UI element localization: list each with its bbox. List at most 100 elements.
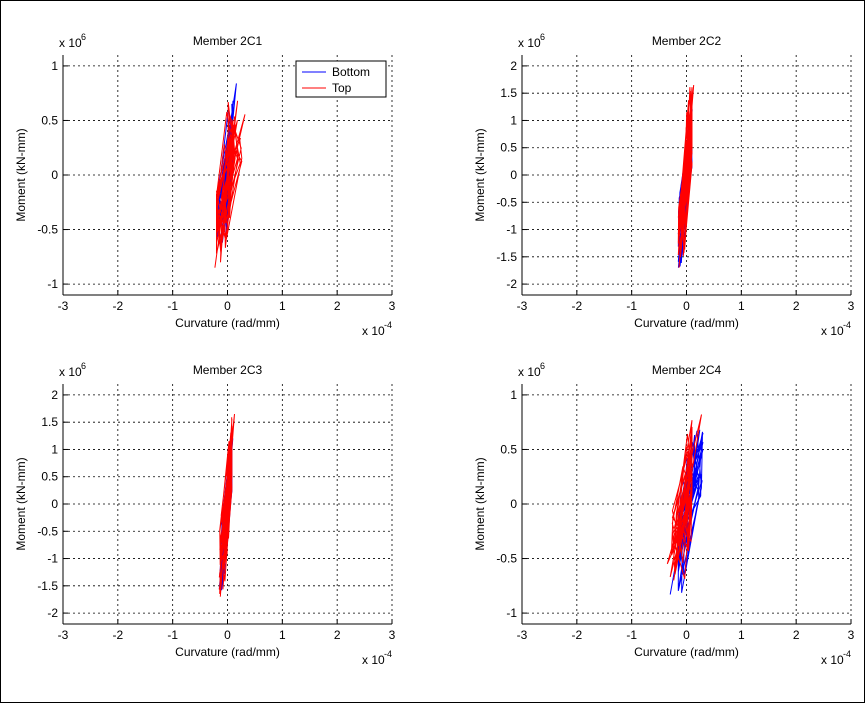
- x-tick-label: -1: [167, 299, 178, 313]
- x-tick-label: -2: [571, 299, 582, 313]
- y-tick-label: -1: [47, 552, 58, 566]
- x-tick-label: 1: [279, 628, 286, 642]
- x-tick-label: -2: [112, 299, 123, 313]
- y-exponent-label: x 10: [59, 365, 82, 379]
- y-exponent-value: 6: [81, 32, 86, 42]
- series-group: [666, 414, 704, 595]
- series-top-line: [666, 414, 702, 581]
- x-exponent-value: -4: [843, 649, 851, 659]
- legend-label-bottom: Bottom: [332, 65, 370, 79]
- y-axis-label: Moment (kN-mm): [14, 457, 28, 550]
- chart-title: Member 2C4: [652, 363, 722, 377]
- y-tick-label: -1.5: [37, 579, 58, 593]
- y-tick-label: 1: [510, 388, 517, 402]
- y-tick-label: 1.5: [41, 415, 58, 429]
- y-tick-label: -0.5: [496, 195, 517, 209]
- x-tick-label: 1: [279, 299, 286, 313]
- y-tick-label: 0.5: [500, 442, 517, 456]
- x-tick-label: -3: [517, 299, 528, 313]
- y-tick-label: -0.5: [37, 524, 58, 538]
- x-tick-label: 0: [683, 628, 690, 642]
- x-tick-label: 2: [334, 299, 341, 313]
- series-group: [218, 413, 235, 597]
- y-tick-label: 2: [51, 388, 58, 402]
- y-tick-label: -2: [47, 606, 58, 620]
- x-tick-label: 3: [848, 628, 855, 642]
- x-tick-label: -1: [626, 299, 637, 313]
- x-tick-label: -3: [58, 299, 69, 313]
- y-tick-label: 0: [510, 497, 517, 511]
- chart-title: Member 2C3: [193, 363, 263, 377]
- x-tick-label: 3: [389, 628, 396, 642]
- y-exponent-value: 6: [540, 32, 545, 42]
- x-tick-label: 0: [683, 299, 690, 313]
- y-axis-label: Moment (kN-mm): [14, 128, 28, 221]
- legend-label-top: Top: [332, 81, 352, 95]
- y-tick-label: -0.5: [37, 223, 58, 237]
- x-tick-label: -1: [626, 628, 637, 642]
- x-tick-label: -1: [167, 628, 178, 642]
- x-tick-label: 2: [334, 628, 341, 642]
- legend-box: [295, 60, 387, 98]
- x-tick-label: 0: [224, 628, 231, 642]
- y-tick-label: -1: [506, 223, 517, 237]
- x-exponent-value: -4: [384, 649, 392, 659]
- x-tick-label: 1: [738, 628, 745, 642]
- series-top-line: [214, 100, 246, 268]
- y-tick-label: -1: [506, 606, 517, 620]
- chart-title: Member 2C2: [652, 34, 722, 48]
- x-tick-label: 3: [848, 299, 855, 313]
- series-top-line: [677, 84, 695, 268]
- x-axis-label: Curvature (rad/mm): [634, 316, 739, 330]
- chart-panel-4: -3 -2 -1 0 1 2 3 -1 -0.5 0 0.5 1 Member 2C4 Curvature…: [473, 361, 855, 667]
- y-tick-label: 0.5: [41, 113, 58, 127]
- x-exponent-value: -4: [843, 320, 851, 330]
- x-exponent-value: -4: [384, 320, 392, 330]
- y-tick-label: 0: [51, 497, 58, 511]
- x-exponent-label: x 10: [362, 324, 385, 338]
- y-axis-label: Moment (kN-mm): [473, 457, 487, 550]
- chart-title: Member 2C1: [193, 34, 263, 48]
- x-tick-label: 1: [738, 299, 745, 313]
- legend: Bottom Top: [295, 60, 387, 98]
- y-tick-label: -0.5: [496, 552, 517, 566]
- series-group: [677, 84, 695, 268]
- x-tick-label: -2: [112, 628, 123, 642]
- y-exponent-value: 6: [540, 361, 545, 371]
- y-tick-label: -1: [47, 277, 58, 291]
- x-tick-label: 0: [224, 299, 231, 313]
- y-axis-label: Moment (kN-mm): [473, 128, 487, 221]
- x-tick-label: 2: [793, 628, 800, 642]
- y-tick-label: 1: [51, 59, 58, 73]
- x-tick-label: -2: [571, 628, 582, 642]
- y-exponent-value: 6: [81, 361, 86, 371]
- x-exponent-label: x 10: [821, 653, 844, 667]
- x-axis-label: Curvature (rad/mm): [634, 645, 739, 659]
- x-tick-label: 3: [389, 299, 396, 313]
- y-exponent-label: x 10: [518, 36, 541, 50]
- y-tick-label: -1.5: [496, 250, 517, 264]
- y-tick-label: 2: [510, 59, 517, 73]
- y-tick-label: -2: [506, 277, 517, 291]
- x-tick-label: 2: [793, 299, 800, 313]
- y-tick-label: 0.5: [41, 470, 58, 484]
- y-tick-label: 0.5: [500, 141, 517, 155]
- x-exponent-label: x 10: [362, 653, 385, 667]
- y-tick-label: 0: [51, 168, 58, 182]
- y-tick-label: 1: [510, 113, 517, 127]
- x-tick-label: -3: [58, 628, 69, 642]
- y-tick-label: 1: [51, 442, 58, 456]
- series-top-line: [218, 413, 235, 597]
- y-tick-label: 1.5: [500, 86, 517, 100]
- series-group: [214, 83, 246, 268]
- chart-panel-1: -3 -2 -1 0 1 2 3 -1 -0.5 0 0.5 1 Member 2C1 Curvature…: [14, 32, 396, 338]
- y-tick-label: 0: [510, 168, 517, 182]
- x-axis-label: Curvature (rad/mm): [175, 645, 280, 659]
- x-tick-label: -3: [517, 628, 528, 642]
- x-axis-label: Curvature (rad/mm): [175, 316, 280, 330]
- y-exponent-label: x 10: [518, 365, 541, 379]
- y-exponent-label: x 10: [59, 36, 82, 50]
